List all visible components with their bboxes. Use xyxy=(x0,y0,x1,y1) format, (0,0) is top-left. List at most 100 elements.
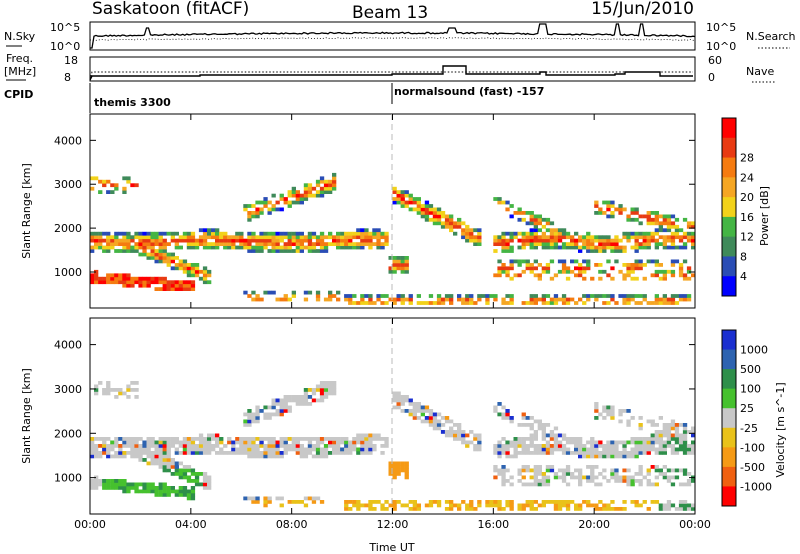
heatmap-cell xyxy=(174,280,179,285)
heatmap-cell xyxy=(360,245,365,250)
heatmap-cell xyxy=(432,500,438,504)
heatmap-cell xyxy=(436,221,442,226)
heatmap-cell xyxy=(340,437,345,441)
heatmap-cell xyxy=(202,486,208,490)
heatmap-cell xyxy=(110,235,115,240)
heatmap-cell xyxy=(586,440,591,445)
heatmap-cell xyxy=(344,503,349,508)
heatmap-cell xyxy=(497,444,502,448)
heatmap-cell xyxy=(102,444,107,448)
heatmap-cell xyxy=(650,231,655,236)
heatmap-cell xyxy=(182,280,188,285)
heatmap-cell xyxy=(251,496,256,501)
heatmap-cell xyxy=(98,444,103,448)
heatmap-cell xyxy=(537,451,542,455)
heatmap-cell xyxy=(376,437,381,441)
heatmap-cell xyxy=(614,479,619,483)
heatmap-cell xyxy=(521,423,526,427)
heatmap-cell xyxy=(319,500,325,504)
heatmap-cell xyxy=(477,294,482,298)
heatmap-cell xyxy=(267,496,272,501)
heatmap-cell xyxy=(315,440,321,445)
heatmap-cell xyxy=(150,489,155,494)
heatmap-cell xyxy=(678,273,684,278)
heatmap-cell xyxy=(328,183,333,188)
heatmap-cell xyxy=(376,294,381,298)
heatmap-cell xyxy=(533,294,538,298)
heatmap-cell xyxy=(243,440,248,445)
heatmap-cell xyxy=(211,433,216,438)
heatmap-cell xyxy=(90,238,95,243)
heatmap-cell xyxy=(501,242,506,246)
heatmap-cell xyxy=(465,297,470,302)
heatmap-cell xyxy=(586,297,591,302)
heatmap-cell xyxy=(122,437,127,441)
velocity-x-ticks: 00:00 04:00 08:00 12:00 16:00 20:00 00:00 xyxy=(74,318,711,531)
heatmap-cell xyxy=(368,301,373,305)
heatmap-cell xyxy=(610,405,615,410)
heatmap-cell xyxy=(251,437,256,441)
heatmap-cell xyxy=(501,482,506,487)
heatmap-cell xyxy=(436,500,442,504)
heatmap-cell xyxy=(263,444,268,448)
heatmap-cell xyxy=(219,437,224,441)
heatmap-cell xyxy=(142,486,147,490)
heatmap-cell xyxy=(561,451,567,455)
heatmap-cell xyxy=(529,416,534,420)
heatmap-cell xyxy=(545,221,551,226)
heatmap-cell xyxy=(287,444,292,448)
heatmap-cell xyxy=(646,259,651,264)
heatmap-cell xyxy=(106,479,111,483)
heatmap-cell xyxy=(662,245,667,250)
colorbar-tick-label: 25 xyxy=(740,402,754,415)
heatmap-cell xyxy=(662,423,667,427)
heatmap-cell xyxy=(606,207,611,212)
heatmap-cell xyxy=(235,451,240,455)
heatmap-cell xyxy=(311,437,317,441)
heatmap-cell xyxy=(469,301,474,305)
heatmap-cell xyxy=(400,461,405,466)
heatmap-cell xyxy=(146,283,151,288)
heatmap-cell xyxy=(134,276,139,281)
noise-left-label: N.Sky xyxy=(4,30,36,43)
heatmap-cell xyxy=(311,398,317,403)
heatmap-cell xyxy=(565,235,571,240)
heatmap-cell xyxy=(505,503,510,508)
heatmap-cell xyxy=(138,242,143,246)
heatmap-cell xyxy=(247,238,252,243)
heatmap-cell xyxy=(412,416,417,420)
heatmap-cell xyxy=(582,301,587,305)
heatmap-cell xyxy=(142,252,147,257)
heatmap-cell xyxy=(630,235,635,240)
heatmap-cell xyxy=(594,245,599,250)
heatmap-cell xyxy=(287,238,292,243)
heatmap-cell xyxy=(287,245,292,250)
heatmap-cell xyxy=(158,280,163,285)
heatmap-cell xyxy=(303,395,309,399)
heatmap-cell xyxy=(678,433,684,438)
heatmap-cell xyxy=(578,238,583,243)
heatmap-cell xyxy=(396,405,401,410)
beam-label: Beam 13 xyxy=(352,3,428,23)
heatmap-cell xyxy=(380,444,385,448)
heatmap-cell xyxy=(267,242,272,246)
heatmap-cell xyxy=(299,242,304,246)
heatmap-cell xyxy=(541,224,546,229)
heatmap-cell xyxy=(549,465,555,469)
heatmap-cell xyxy=(207,269,212,274)
heatmap-cell xyxy=(295,440,300,445)
heatmap-cell xyxy=(614,440,619,445)
heatmap-cell xyxy=(424,503,430,508)
heatmap-cell xyxy=(259,245,264,250)
heatmap-cell xyxy=(166,259,171,264)
heatmap-cell xyxy=(368,503,373,508)
heatmap-cell xyxy=(303,447,309,452)
heatmap-cell xyxy=(521,231,526,236)
heatmap-cell xyxy=(436,297,442,302)
heatmap-cell xyxy=(271,412,276,417)
heatmap-cell xyxy=(501,200,506,205)
heatmap-cell xyxy=(162,440,167,445)
heatmap-cell xyxy=(686,276,692,281)
cpid-mode-1: normalsound (fast) -157 xyxy=(394,85,544,98)
heatmap-cell xyxy=(94,486,99,490)
